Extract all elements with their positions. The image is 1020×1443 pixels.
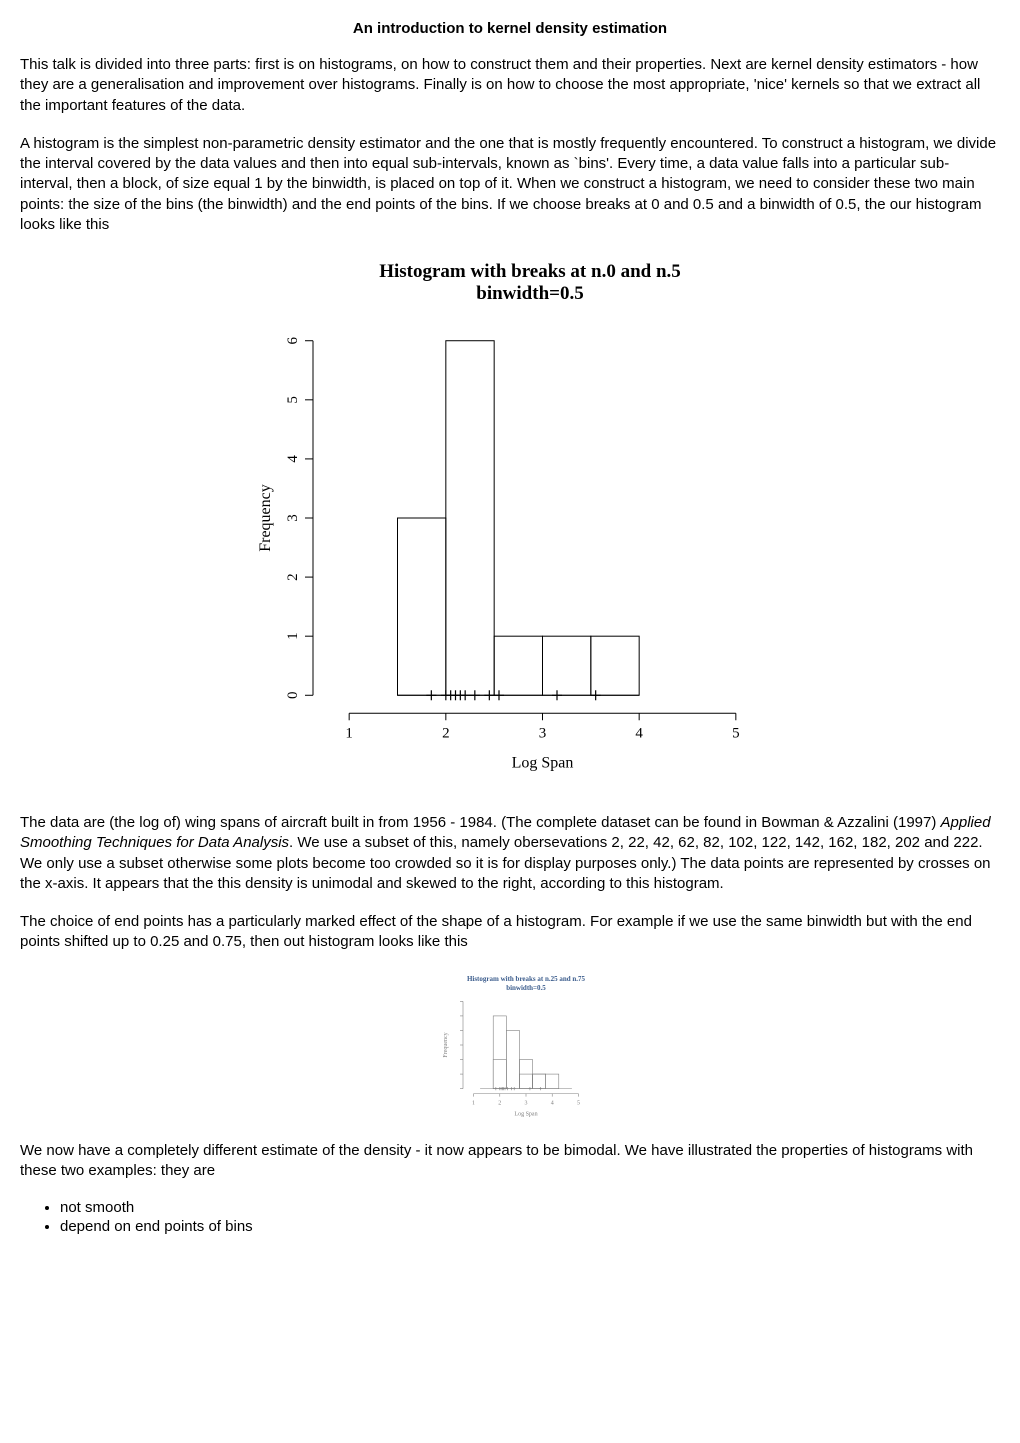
chart2-container: Histogram with breaks at n.25 and n.75bi… [20, 971, 1000, 1121]
svg-text:5: 5 [732, 725, 740, 741]
chart1-svg: Histogram with breaks at n.0 and n.5binw… [230, 253, 790, 793]
bimodal-paragraph: We now have a completely different estim… [20, 1141, 1000, 1182]
data-description-paragraph: The data are (the log of) wing spans of … [20, 813, 1000, 894]
para3-text-a: The data are (the log of) wing spans of … [20, 814, 941, 831]
svg-text:0: 0 [285, 692, 301, 700]
svg-text:binwidth=0.5: binwidth=0.5 [476, 283, 583, 304]
svg-text:3: 3 [525, 1100, 528, 1106]
svg-text:Log Span: Log Span [512, 754, 574, 771]
svg-text:1: 1 [285, 632, 301, 640]
svg-text:binwidth=0.5: binwidth=0.5 [506, 984, 546, 992]
histogram-explain-paragraph: A histogram is the simplest non-parametr… [20, 134, 1000, 235]
properties-list: not smooth depend on end points of bins [60, 1199, 1000, 1235]
svg-text:4: 4 [635, 725, 643, 741]
chart2-svg: Histogram with breaks at n.25 and n.75bi… [425, 971, 595, 1121]
chart1-container: Histogram with breaks at n.0 and n.5binw… [20, 253, 1000, 793]
endpoints-paragraph: The choice of end points has a particula… [20, 912, 1000, 953]
svg-text:2: 2 [285, 573, 301, 581]
svg-text:Frequency: Frequency [443, 1032, 449, 1057]
list-item: depend on end points of bins [60, 1218, 1000, 1235]
svg-text:Histogram with breaks at n.0 a: Histogram with breaks at n.0 and n.5 [379, 261, 681, 282]
svg-text:Log Span: Log Span [514, 1111, 537, 1117]
svg-text:2: 2 [498, 1100, 501, 1106]
svg-text:5: 5 [577, 1100, 580, 1106]
svg-text:4: 4 [551, 1100, 554, 1106]
list-item: not smooth [60, 1199, 1000, 1216]
svg-text:Frequency: Frequency [257, 484, 274, 552]
svg-text:3: 3 [285, 514, 301, 522]
svg-text:1: 1 [345, 725, 353, 741]
svg-text:2: 2 [442, 725, 450, 741]
svg-text:6: 6 [285, 336, 301, 344]
svg-text:1: 1 [472, 1100, 475, 1106]
svg-text:4: 4 [285, 455, 301, 463]
svg-text:Histogram with breaks at n.25: Histogram with breaks at n.25 and n.75 [467, 975, 586, 983]
page-title: An introduction to kernel density estima… [20, 20, 1000, 37]
intro-paragraph: This talk is divided into three parts: f… [20, 55, 1000, 116]
svg-text:3: 3 [539, 725, 547, 741]
svg-text:5: 5 [285, 396, 301, 404]
